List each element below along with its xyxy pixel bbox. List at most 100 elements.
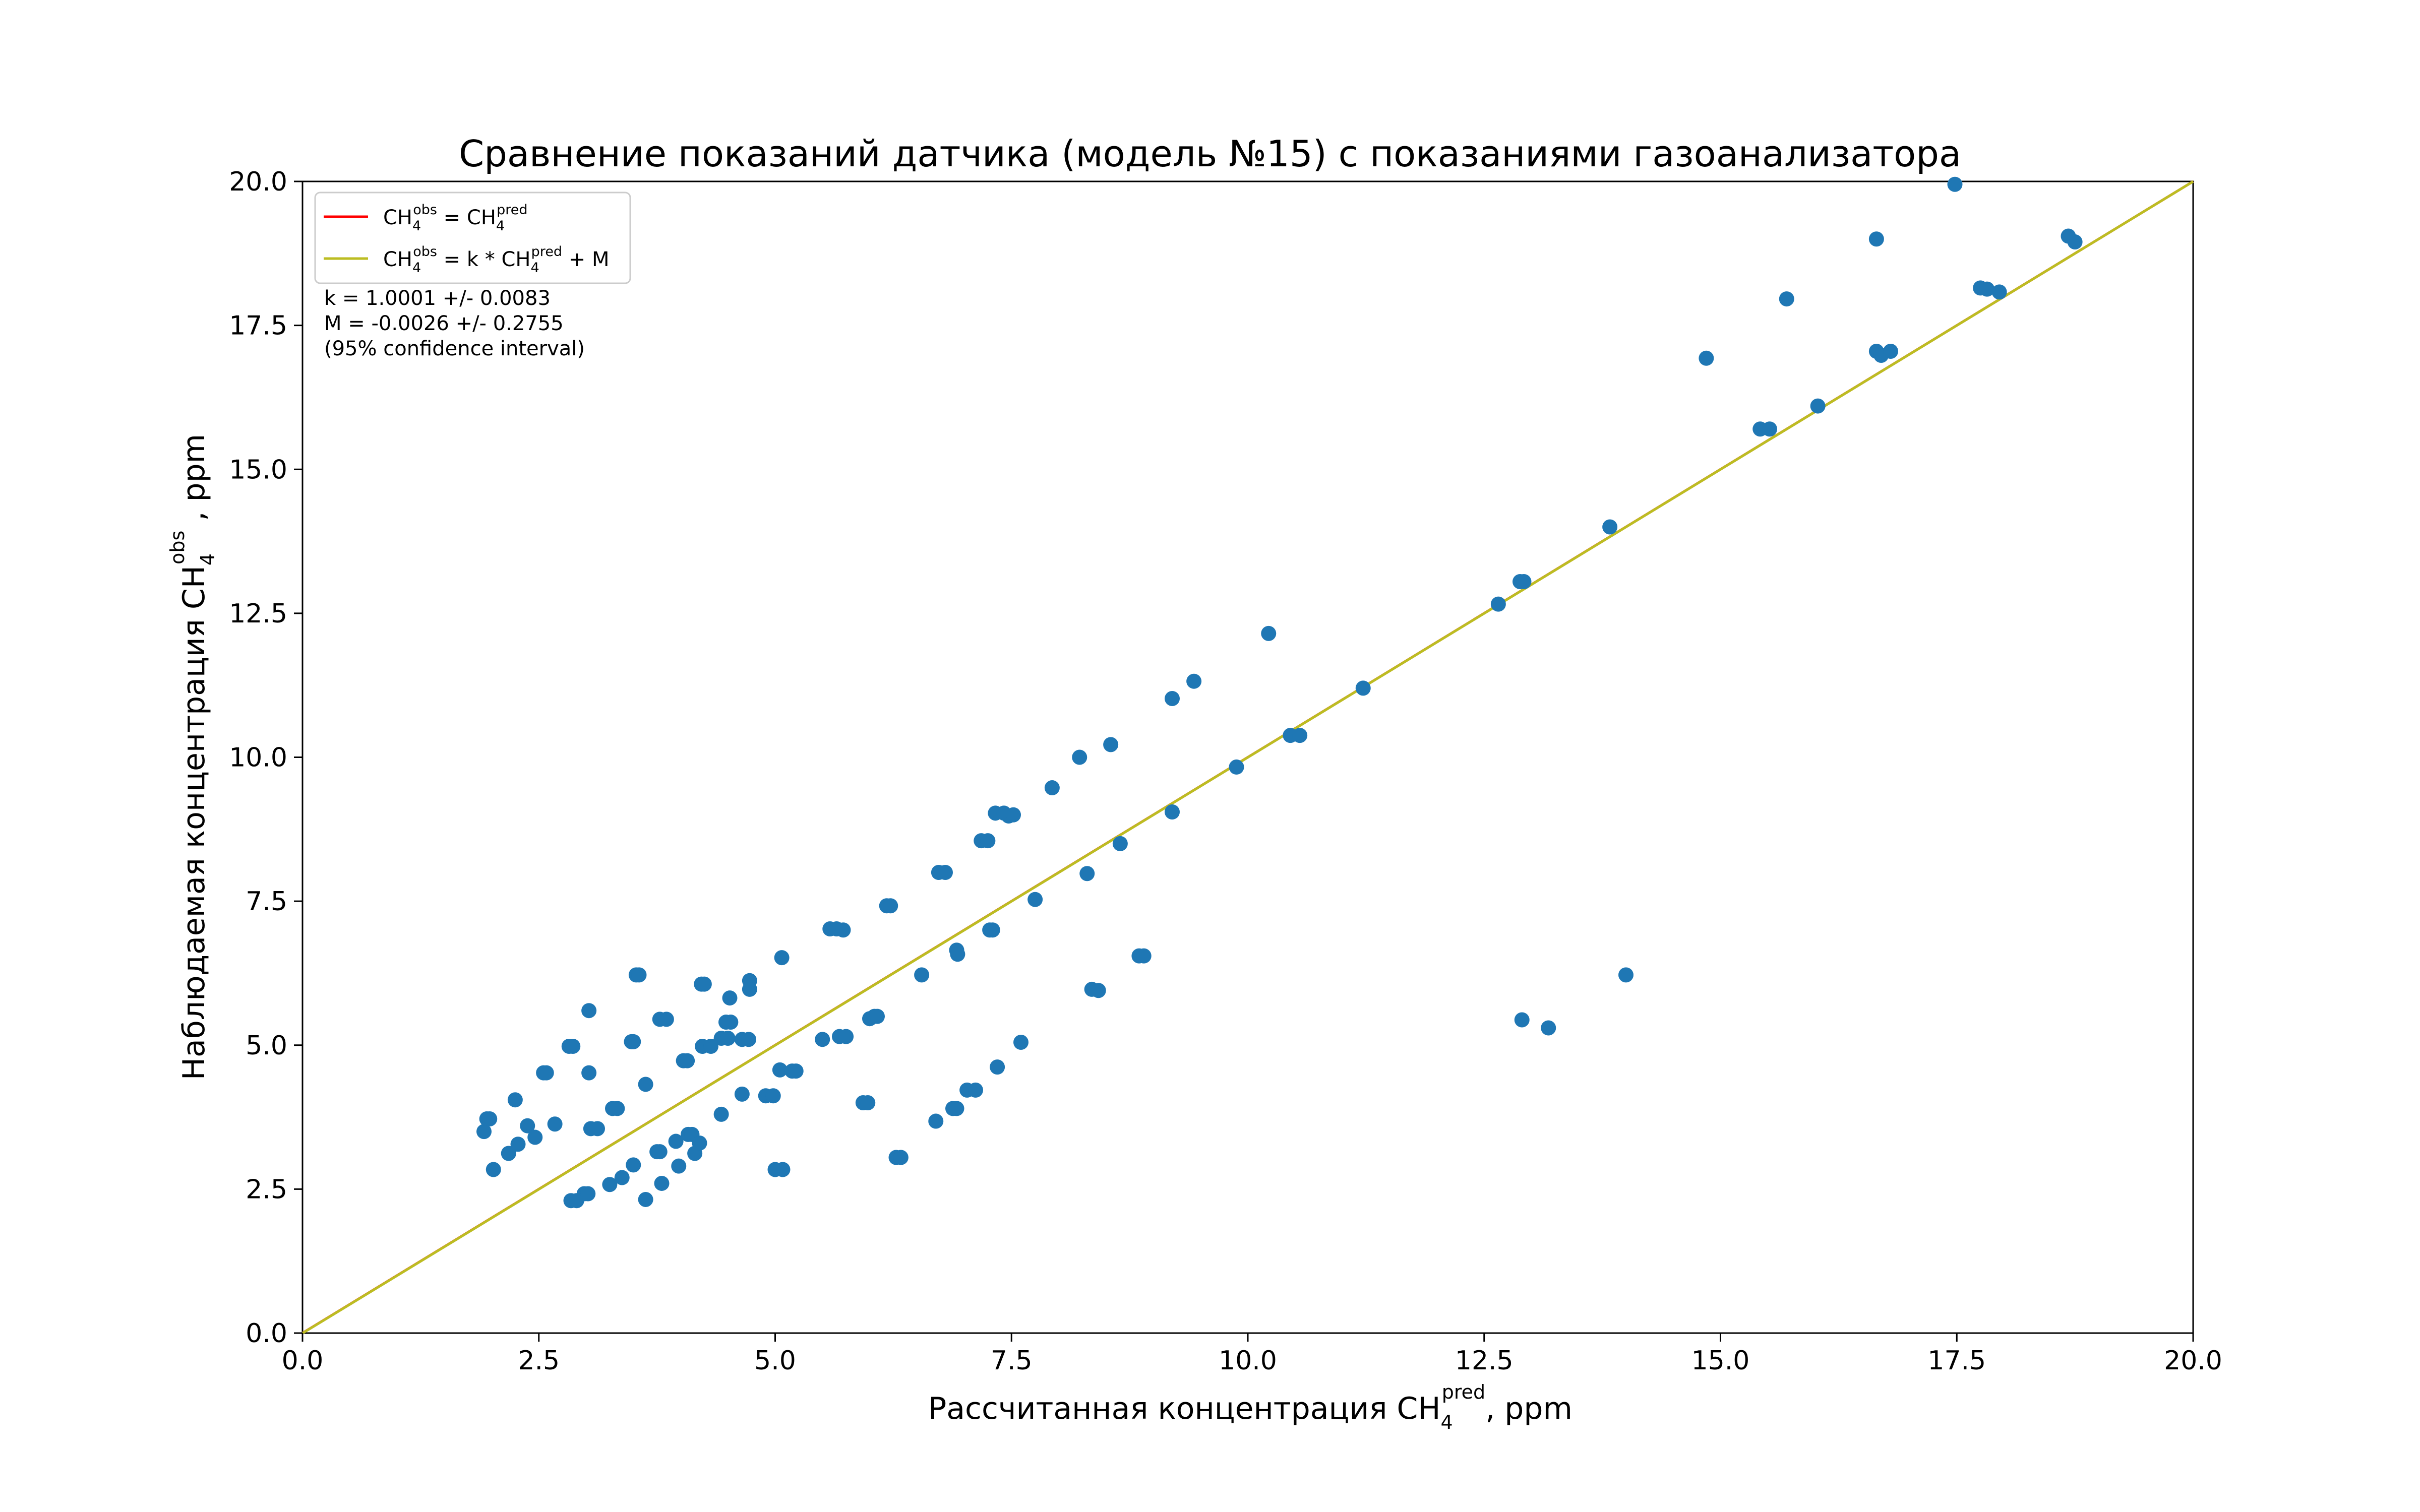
chart-title: Сравнение показаний датчика (модель №15)…: [459, 133, 1961, 175]
y-tick-label: 20.0: [229, 167, 287, 197]
y-axis-ticks: 0.0 2.5 5.0 7.5 10.0 12.5 15.0 17.5 20.0: [229, 167, 302, 1349]
data-point: [1072, 749, 1087, 765]
data-point: [652, 1144, 668, 1160]
data-point: [723, 1015, 739, 1030]
legend-frame: [314, 192, 631, 284]
data-point: [835, 922, 851, 938]
data-point: [1103, 737, 1119, 752]
data-point: [1541, 1020, 1556, 1036]
data-point: [527, 1129, 543, 1145]
data-point: [671, 1158, 687, 1174]
plot-area: [301, 176, 2194, 1335]
x-tick-label: 5.0: [754, 1346, 796, 1376]
data-point: [510, 1137, 526, 1152]
x-tick-label: 10.0: [1219, 1346, 1277, 1376]
data-point: [581, 1003, 597, 1019]
data-point: [883, 898, 898, 914]
data-point: [990, 1059, 1005, 1075]
data-point: [1979, 281, 1995, 297]
data-point: [638, 1077, 653, 1092]
data-point: [1779, 291, 1794, 307]
y-tick-label: 15.0: [229, 455, 287, 485]
y-tick-label: 7.5: [246, 887, 287, 917]
y-tick-label: 5.0: [246, 1031, 287, 1061]
data-point: [1810, 398, 1826, 414]
data-point: [610, 1101, 625, 1116]
data-point: [1868, 231, 1884, 247]
data-point: [928, 1113, 944, 1129]
data-point: [985, 922, 1000, 938]
data-point: [1013, 1035, 1028, 1050]
y-tick-label: 2.5: [246, 1174, 287, 1205]
data-point: [692, 1135, 707, 1151]
data-point: [501, 1146, 516, 1161]
data-point: [1490, 596, 1506, 612]
annotation-m: M = -0.0026 +/- 0.2755: [324, 312, 564, 335]
data-point: [893, 1150, 909, 1165]
data-point: [870, 1009, 885, 1024]
data-point: [1618, 967, 1634, 983]
data-point: [482, 1111, 498, 1126]
x-tick-label: 2.5: [518, 1346, 560, 1376]
data-point: [1229, 759, 1244, 775]
data-point: [772, 1062, 788, 1078]
data-point: [1261, 625, 1277, 641]
data-point: [626, 1157, 641, 1173]
data-point: [1165, 804, 1180, 820]
data-point: [590, 1121, 605, 1137]
x-tick-label: 20.0: [2164, 1346, 2222, 1376]
data-point: [631, 967, 647, 983]
data-point: [1165, 690, 1180, 706]
annotation-ci: (95% confidence interval): [324, 337, 585, 360]
data-point: [1602, 519, 1618, 535]
y-tick-label: 17.5: [229, 311, 287, 341]
data-point: [2067, 234, 2083, 249]
data-point: [775, 1162, 791, 1177]
data-point: [838, 1029, 854, 1044]
data-point: [1699, 350, 1714, 366]
data-point: [1883, 344, 1898, 359]
data-point: [520, 1118, 535, 1133]
data-point: [720, 1031, 736, 1046]
data-point: [1027, 892, 1043, 907]
data-point: [980, 833, 996, 849]
data-point: [581, 1065, 597, 1081]
data-point: [765, 1088, 781, 1104]
data-point: [968, 1082, 983, 1098]
data-point: [703, 1039, 718, 1054]
x-tick-label: 7.5: [991, 1346, 1033, 1376]
data-point: [580, 1186, 596, 1202]
data-point: [742, 981, 757, 997]
data-point: [914, 967, 930, 983]
data-point: [713, 1106, 729, 1122]
data-point: [538, 1065, 554, 1081]
data-point: [1947, 176, 1963, 192]
data-point: [815, 1032, 830, 1047]
data-point: [1112, 836, 1128, 851]
y-axis-label: Наблюдаемая концентрация CH4obs , ppm: [166, 434, 219, 1080]
data-point: [722, 990, 738, 1006]
data-point: [788, 1063, 804, 1079]
data-point: [638, 1191, 653, 1207]
data-point: [1091, 983, 1106, 998]
fit-line-1: [301, 180, 2194, 1335]
x-axis-ticks: 0.0 2.5 5.0 7.5 10.0 12.5 15.0 17.5 20.0: [282, 1333, 2222, 1376]
data-point: [734, 1086, 750, 1102]
legend-entry-fit: CH4obs = k * CH4pred + M: [383, 244, 610, 276]
data-point: [1355, 680, 1371, 696]
annotation-k: k = 1.0001 +/- 0.0083: [324, 287, 551, 310]
data-point: [1762, 421, 1777, 437]
data-point: [1516, 574, 1532, 590]
data-point: [565, 1039, 581, 1054]
legend-entry-identity: CH4obs = CH4pred: [383, 202, 527, 234]
fit-lines: [301, 180, 2194, 1335]
data-point: [1186, 673, 1202, 689]
data-point: [938, 865, 953, 880]
data-point: [476, 1124, 492, 1140]
data-point: [774, 950, 790, 966]
x-tick-label: 12.5: [1455, 1346, 1514, 1376]
y-tick-label: 10.0: [229, 743, 287, 773]
x-tick-label: 15.0: [1691, 1346, 1750, 1376]
data-point: [696, 976, 712, 992]
